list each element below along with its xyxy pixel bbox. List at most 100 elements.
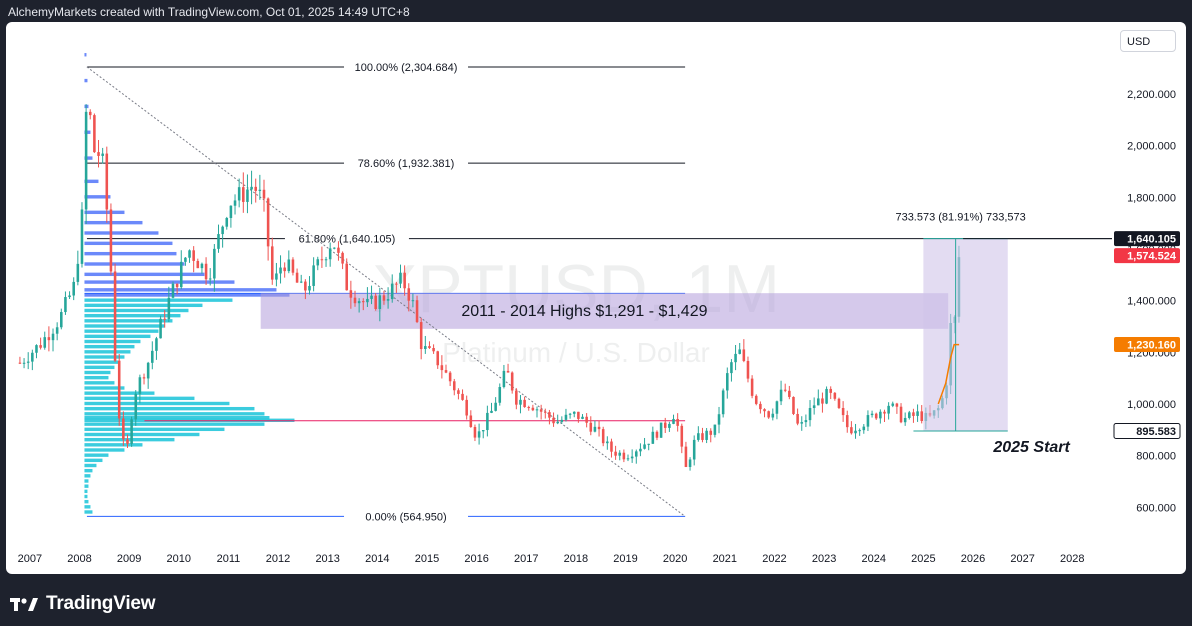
candle-body [122, 418, 125, 440]
candle-body [490, 410, 493, 413]
candle-body [738, 349, 741, 354]
candle-body [701, 433, 704, 440]
candle-body [502, 370, 506, 388]
time-axis-tick: 2021 [713, 553, 737, 565]
candle-body [680, 425, 684, 447]
candle-body [883, 411, 886, 414]
volume-profile-bar [84, 130, 91, 134]
candle-body [912, 412, 915, 416]
candle-body [76, 263, 80, 282]
candle-body [593, 426, 597, 432]
candle-body [155, 338, 158, 351]
candle-body [308, 285, 311, 291]
subtitle-watermark: Platinum / U.S. Dollar [442, 337, 710, 368]
volume-profile-bar [84, 448, 125, 452]
candle-body [519, 399, 522, 405]
candle-body [763, 409, 766, 412]
volume-profile-bar [84, 474, 91, 478]
candle-body [217, 234, 220, 249]
candle-body [585, 416, 588, 423]
candle-body [452, 381, 456, 391]
candle-body [370, 295, 373, 299]
candle-body [697, 433, 700, 440]
candle-body [424, 346, 427, 350]
candle-body [204, 263, 208, 280]
candle-body [721, 390, 725, 415]
candle-body [432, 348, 435, 352]
candle-body [552, 417, 555, 424]
candle-body [465, 399, 468, 416]
candle-body [403, 272, 406, 289]
volume-profile-bar [84, 494, 88, 499]
candle-body [556, 421, 559, 424]
candle-body [866, 415, 870, 427]
candle-body [130, 419, 133, 444]
volume-profile-bar [84, 324, 165, 328]
candle-body [175, 283, 179, 288]
volume-profile-bar [84, 443, 143, 447]
candle-body [461, 393, 464, 400]
candle-body [870, 413, 874, 416]
candle-body [858, 430, 861, 432]
candle-body [374, 295, 377, 309]
volume-profile-bar [84, 303, 203, 308]
candle-body [581, 416, 584, 419]
candle-body [275, 273, 278, 280]
candle-body [117, 360, 121, 419]
time-axis-tick: 2028 [1060, 553, 1084, 565]
volume-profile-bar [84, 53, 87, 57]
volume-profile-bar [84, 293, 290, 297]
candle-body [750, 378, 754, 396]
candle-body [643, 444, 646, 449]
candle-body [304, 281, 307, 291]
candle-body [481, 430, 485, 432]
chart-frame[interactable]: XPTUSD, 1M Platinum / U.S. Dollar 2011 - … [6, 22, 1186, 574]
candle-body [821, 398, 824, 404]
price-axis-tick: 800.000 [1136, 451, 1176, 463]
candle-body [159, 318, 162, 339]
candle-body [572, 411, 576, 414]
candle-body [266, 198, 270, 247]
candle-body [287, 259, 291, 272]
candle-body [237, 187, 241, 201]
volume-profile-bar [84, 329, 159, 333]
volume-profile-bar [84, 360, 119, 364]
candle-body [109, 209, 113, 272]
price-axis-tick: 2,200.000 [1127, 89, 1176, 101]
candle-body [812, 405, 816, 409]
candle-body [328, 248, 332, 260]
volume-profile-bar [84, 479, 89, 483]
candle-body [618, 452, 622, 456]
volume-profile-bar [84, 272, 205, 277]
price-tag-bg [1114, 337, 1180, 353]
candle-body [531, 407, 535, 411]
candle-body [477, 431, 481, 438]
candle-body [730, 362, 733, 374]
candle-body [560, 419, 564, 422]
price-tag-bg [1114, 248, 1180, 264]
candle-body [64, 297, 67, 313]
time-axis-tick: 2015 [415, 553, 439, 565]
candle-body [568, 413, 572, 415]
currency-selector[interactable]: USD [1120, 30, 1176, 52]
candle-body [126, 439, 129, 444]
volume-profile-bar [84, 308, 189, 313]
candle-body [817, 398, 820, 406]
candle-body [361, 301, 365, 303]
candle-body [506, 370, 510, 373]
candle-body [22, 362, 26, 364]
time-axis-tick: 2014 [365, 553, 389, 565]
candle-body [436, 351, 440, 366]
candle-body [428, 346, 431, 349]
candle-body [39, 345, 42, 348]
candle-body [473, 426, 477, 438]
candle-body [184, 257, 187, 262]
fib-trend-line [86, 66, 686, 517]
candle-body [448, 372, 452, 382]
volume-profile-bar [84, 319, 173, 323]
candle-body [746, 360, 750, 379]
fib-level-label: 100.00% (2,304.684) [355, 62, 458, 74]
volume-profile-bar [84, 484, 89, 488]
candle-body [808, 408, 812, 421]
